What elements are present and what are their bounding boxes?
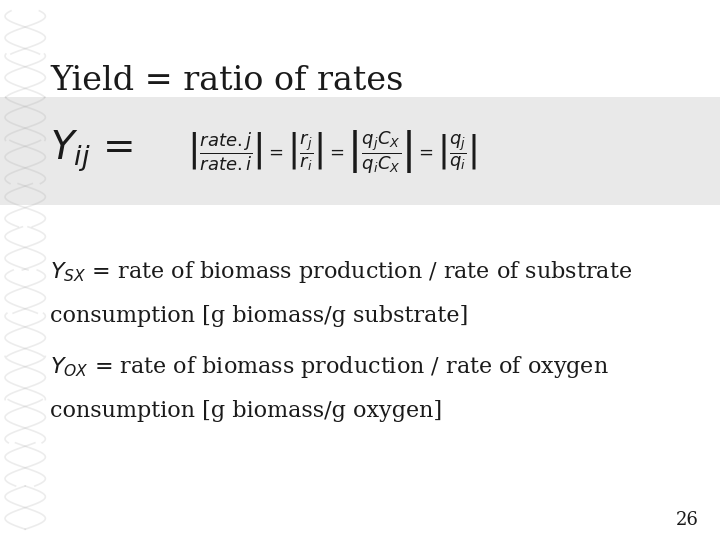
Text: 26: 26: [675, 511, 698, 529]
Text: $Y_{OX}$ = rate of biomass production / rate of oxygen: $Y_{OX}$ = rate of biomass production / …: [50, 354, 609, 380]
FancyBboxPatch shape: [0, 97, 720, 205]
Text: consumption [g biomass/g substrate]: consumption [g biomass/g substrate]: [50, 305, 469, 327]
Text: $Y_{ij}$ =: $Y_{ij}$ =: [50, 129, 133, 174]
Text: $Y_{SX}$ = rate of biomass production / rate of substrate: $Y_{SX}$ = rate of biomass production / …: [50, 259, 632, 285]
Text: consumption [g biomass/g oxygen]: consumption [g biomass/g oxygen]: [50, 400, 443, 422]
Text: $\left|\dfrac{\mathit{rate.j}}{\mathit{rate.i}}\right| = \left|\dfrac{r_j}{r_i}\: $\left|\dfrac{\mathit{rate.j}}{\mathit{r…: [187, 127, 477, 175]
Text: Yield = ratio of rates: Yield = ratio of rates: [50, 65, 404, 97]
